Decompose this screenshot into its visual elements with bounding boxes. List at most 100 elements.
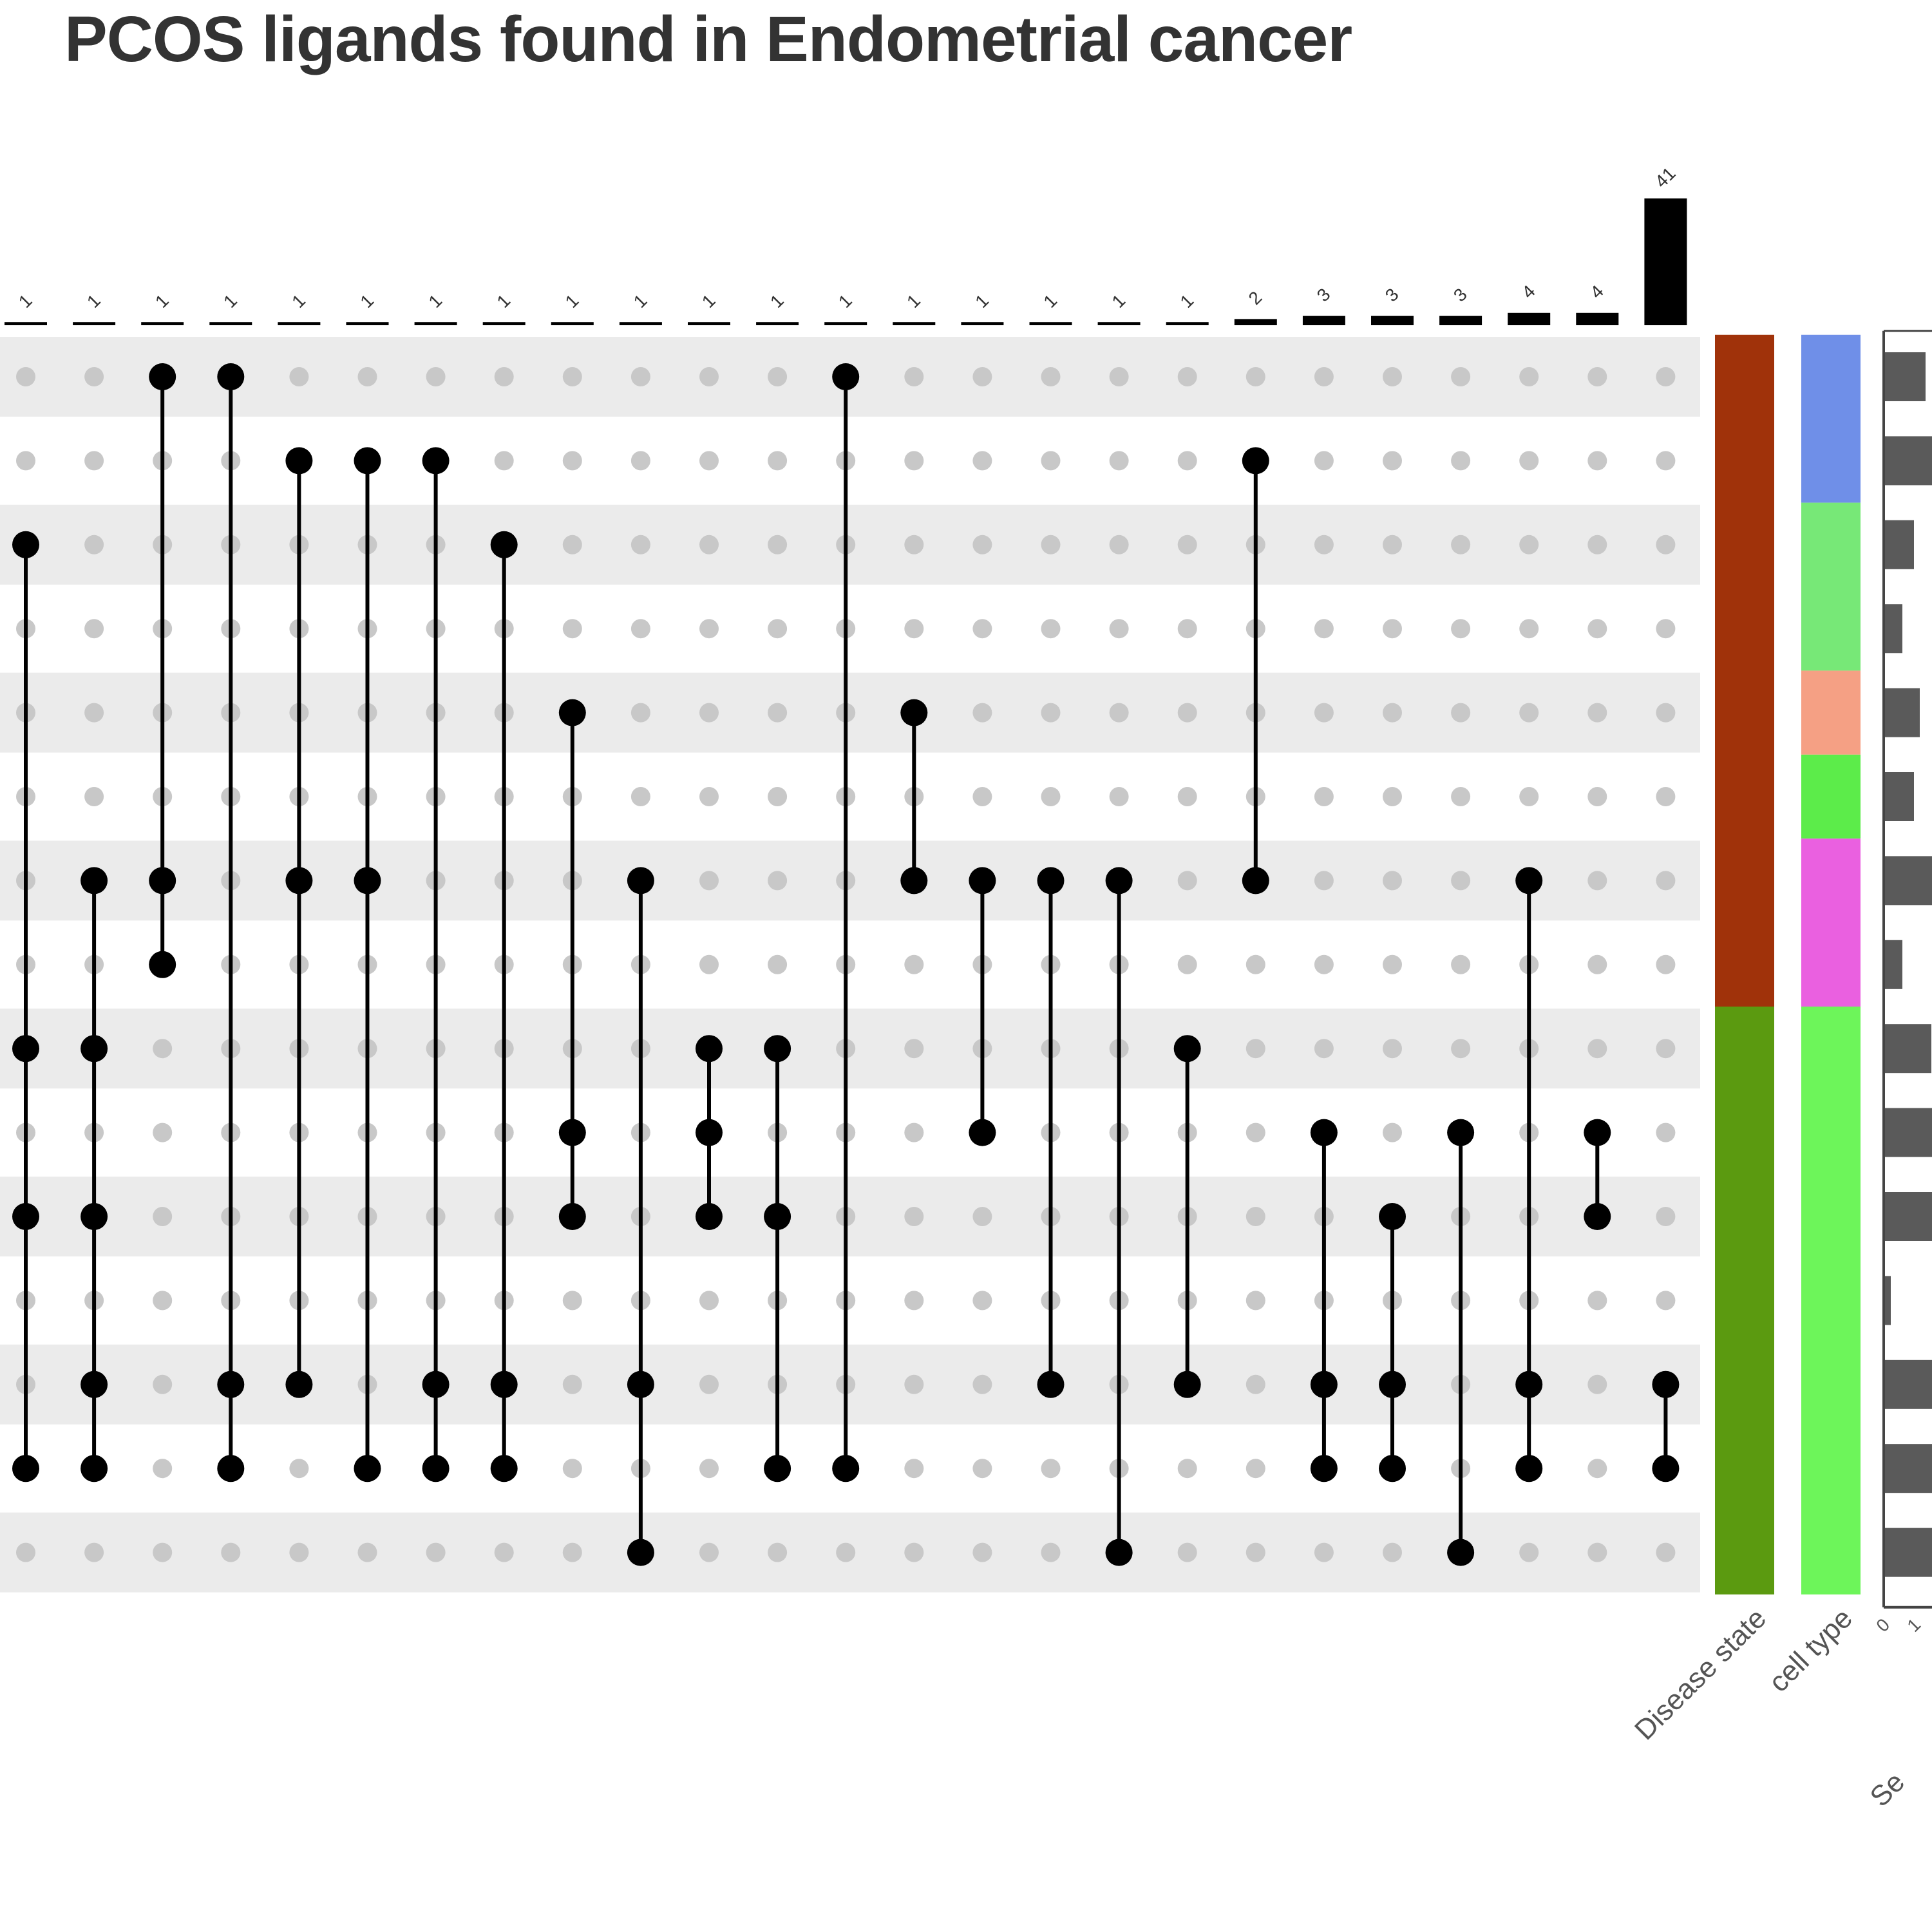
matrix-dot-inactive (84, 367, 104, 386)
matrix-dot-inactive (1451, 871, 1471, 891)
matrix-dot-inactive (904, 1207, 924, 1226)
matrix-dot-inactive (84, 1542, 104, 1562)
set-size-tick-label: 0 (1872, 1615, 1893, 1636)
intersection-bar (73, 322, 116, 325)
set-size-bar (1885, 1276, 1891, 1325)
matrix-dot-inactive (1656, 1542, 1676, 1562)
matrix-dot-inactive (904, 451, 924, 471)
matrix-dot-inactive (84, 451, 104, 471)
intersection-size-label: 1 (766, 290, 788, 312)
intersection-bar (961, 322, 1004, 325)
chart-title: PCOS ligands found in Endometrial cancer (64, 3, 1352, 75)
matrix-dot-inactive (1314, 451, 1334, 471)
matrix-dot-inactive (630, 367, 650, 386)
matrix-dot-inactive (289, 1459, 309, 1479)
matrix-dot-inactive (1383, 535, 1402, 554)
annotation-segment (1801, 334, 1861, 503)
matrix-dot-inactive (1245, 954, 1265, 974)
matrix-dot-inactive (904, 619, 924, 639)
matrix-dot-inactive (1587, 1459, 1607, 1479)
matrix-dot-inactive (1656, 1291, 1676, 1311)
intersection-size-label: 1 (288, 290, 309, 312)
intersection-size-label: 4 (1518, 281, 1539, 303)
matrix-dot-inactive (84, 619, 104, 639)
matrix-dot-inactive (1245, 367, 1265, 386)
intersection-bar (1576, 312, 1619, 325)
matrix-dot-inactive (904, 1374, 924, 1394)
intersection-size-label: 3 (1381, 284, 1403, 305)
set-size-bars: 012Se (1864, 330, 1932, 1813)
matrix-dot-inactive (1041, 703, 1061, 723)
matrix-dot-inactive (1519, 703, 1539, 723)
intersection-size-label: 2 (1245, 287, 1266, 308)
matrix-dot-inactive (1177, 1542, 1197, 1562)
intersection-size-label: 4 (1586, 281, 1607, 303)
intersection-size-bars: 1 1 1 1 1 1 1 1 1 1 1 1 1 1 1 1 1 1 2 3 3 3 4 4 41 (5, 164, 1687, 325)
annotation-segment (1715, 1007, 1774, 1595)
intersection-bar (551, 322, 594, 325)
matrix-dot-inactive (768, 787, 788, 806)
matrix-dot-inactive (562, 535, 582, 554)
matrix-dot-inactive (494, 451, 514, 471)
matrix-dot-inactive (1451, 619, 1471, 639)
set-size-tick-label: 1 (1903, 1615, 1924, 1636)
intersection-bar (824, 322, 867, 325)
intersection-bar (482, 322, 526, 325)
matrix-dot-inactive (699, 787, 719, 806)
matrix-dot-inactive (1656, 1039, 1676, 1059)
matrix-dot-inactive (1177, 367, 1197, 386)
matrix-dot-inactive (904, 1122, 924, 1142)
matrix-dot-inactive (1383, 619, 1402, 639)
intersection-bar (1029, 322, 1072, 325)
matrix-dot-inactive (84, 703, 104, 723)
matrix-dot-inactive (972, 1291, 992, 1311)
intersection-bar (414, 322, 457, 325)
intersection-bar (141, 322, 184, 325)
matrix-dot-inactive (1587, 367, 1607, 386)
matrix-dot-inactive (699, 954, 719, 974)
matrix-dot-inactive (1177, 954, 1197, 974)
matrix-dot-inactive (494, 1542, 514, 1562)
matrix-dot-inactive (153, 1039, 173, 1059)
matrix-dot-inactive (1177, 619, 1197, 639)
matrix-dot-inactive (1245, 1542, 1265, 1562)
matrix-dot-inactive (904, 1291, 924, 1311)
matrix-dot-inactive (1656, 367, 1676, 386)
matrix-dot-inactive (426, 1542, 446, 1562)
intersection-bar (1097, 322, 1141, 325)
matrix-dot-inactive (153, 1207, 173, 1226)
set-size-bar (1885, 772, 1914, 821)
intersection-bar (1166, 322, 1209, 325)
matrix-dot-inactive (1383, 1122, 1402, 1142)
intersection-size-label: 1 (835, 290, 856, 312)
matrix-dot-inactive (699, 367, 719, 386)
matrix-dot-inactive (972, 451, 992, 471)
matrix-dot-inactive (1383, 451, 1402, 471)
matrix-dot-inactive (630, 703, 650, 723)
matrix-dot-inactive (1109, 703, 1129, 723)
matrix-dot-inactive (562, 1542, 582, 1562)
matrix-dot-inactive (562, 451, 582, 471)
matrix-dot-inactive (562, 619, 582, 639)
matrix-dot-inactive (1587, 1374, 1607, 1394)
matrix-dot-inactive (1656, 451, 1676, 471)
intersection-bar (1439, 316, 1482, 325)
matrix-dot-inactive (630, 451, 650, 471)
matrix-dot-inactive (699, 871, 719, 891)
intersection-size-label: 1 (562, 290, 583, 312)
matrix-dot-inactive (1041, 787, 1061, 806)
matrix-dot-inactive (768, 619, 788, 639)
set-size-bar (1885, 1108, 1932, 1157)
matrix-dot-inactive (1245, 1207, 1265, 1226)
intersection-size-label: 1 (151, 290, 173, 312)
intersection-size-label: 1 (83, 290, 104, 312)
matrix-dot-inactive (1041, 619, 1061, 639)
matrix-dot-inactive (768, 871, 788, 891)
set-size-bar (1885, 604, 1902, 654)
set-size-bar (1885, 1528, 1932, 1577)
matrix-dot-inactive (972, 619, 992, 639)
matrix-dot-inactive (768, 451, 788, 471)
intersection-size-label: 3 (1450, 284, 1471, 305)
matrix-dot-inactive (1041, 1542, 1061, 1562)
